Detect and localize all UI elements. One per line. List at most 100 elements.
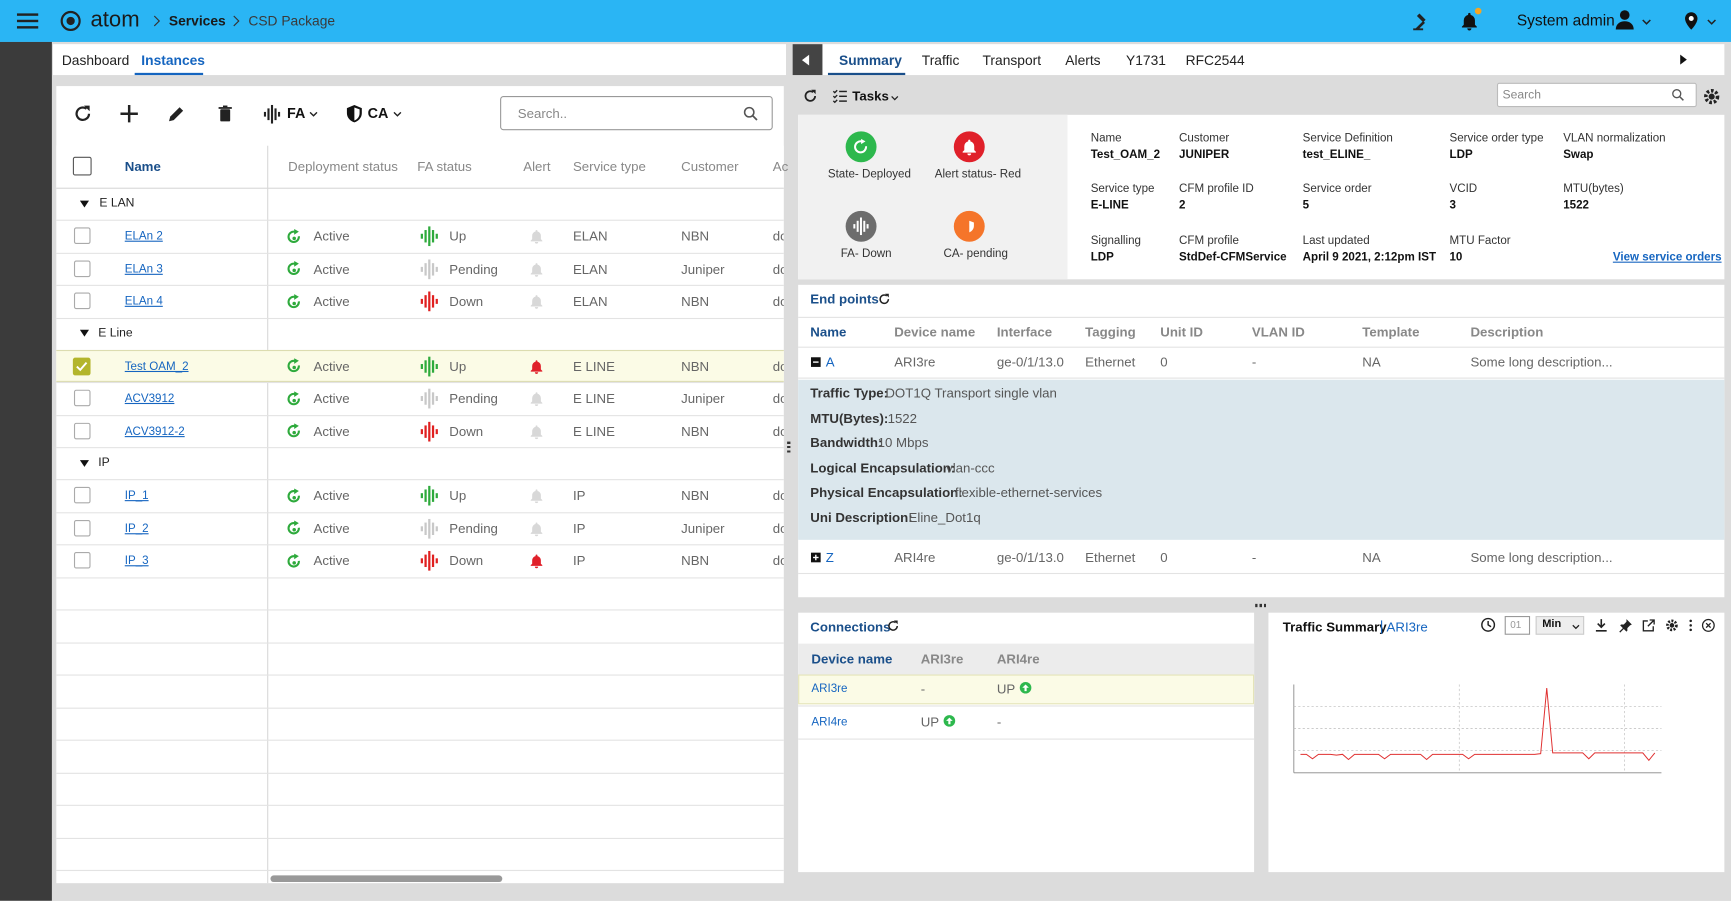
tab[interactable]: Instances [141,52,205,69]
column-header[interactable]: Service type [572,158,646,175]
settings[interactable] [1702,87,1721,106]
column-header[interactable]: Deployment status [288,158,398,175]
instance-name[interactable]: IP_3 [124,554,149,568]
chart-tool[interactable] [1665,618,1679,632]
instance-name[interactable]: ELAn 2 [124,229,163,243]
instance-name[interactable]: Test OAM_2 [124,359,189,373]
tab[interactable]: Transport [982,52,1042,69]
endpoints-refresh[interactable] [878,293,891,306]
row-checkbox[interactable] [73,227,91,244]
row-checkbox[interactable] [72,357,91,375]
row-checkbox[interactable] [73,551,91,569]
user-menu[interactable] [1640,15,1652,27]
row-checkbox[interactable] [73,486,91,504]
row-checkbox[interactable] [73,519,91,536]
expand-toggle[interactable] [810,357,821,368]
interval-box[interactable] [1504,616,1531,635]
chart-tool[interactable] [1594,618,1608,632]
connections-refresh[interactable] [886,619,899,632]
tab[interactable]: RFC2544 [1185,52,1245,69]
breadcrumb[interactable]: Services [168,13,226,29]
ca-filter-menu[interactable] [392,108,403,119]
icon-part [832,89,838,104]
breadcrumb[interactable]: CSD Package [248,13,336,29]
icon-part [16,13,39,16]
icon-part [420,428,423,434]
delete-button[interactable] [216,105,234,123]
instance-name[interactable]: IP_1 [124,489,149,503]
unit-select[interactable] [1535,616,1585,635]
summary-refresh[interactable] [803,88,818,103]
column-header[interactable]: Customer [681,158,739,175]
endpoint-cell[interactable]: Z [825,549,834,566]
status-area [798,114,1068,280]
notifications[interactable] [1459,11,1479,31]
user-name: System admin [1516,11,1615,29]
chart-tool[interactable] [1642,618,1656,632]
instance-name[interactable]: ACV3912 [124,391,175,406]
user-icon[interactable] [1615,9,1637,31]
search-box[interactable] [500,96,773,131]
detail-label: Service Definition [1302,131,1393,145]
tab[interactable]: Summary [839,52,902,69]
summary-search[interactable] [1496,82,1697,108]
tab[interactable]: Alerts [1065,52,1101,69]
tab[interactable]: Dashboard [61,52,130,69]
endpoint-cell: 0 [1160,354,1168,370]
icon-part [530,359,543,374]
icon-part [530,424,543,439]
select-all[interactable] [72,156,92,176]
row-checkbox[interactable] [73,422,91,439]
chart-tool[interactable] [1684,618,1698,632]
tasks-chevron[interactable] [890,92,900,102]
ca-filter-icon[interactable] [344,104,364,124]
instance-name[interactable]: ELAn 3 [124,262,163,276]
endpoint-cell[interactable]: A [825,354,835,370]
fa-filter-menu[interactable] [308,108,319,119]
tasks-menu[interactable]: Tasks [852,88,889,104]
instance-name[interactable]: ELAn 4 [124,294,163,309]
chart-tool[interactable] [1701,618,1715,632]
edit-button[interactable] [167,104,186,123]
time-range[interactable] [1480,617,1496,632]
expand-toggle[interactable] [810,552,821,563]
h-scrollbar[interactable] [270,875,503,883]
ca-filter[interactable]: CA [367,104,389,122]
row-checkbox[interactable] [73,389,91,407]
row-checkbox[interactable] [73,259,91,277]
chart-tool[interactable] [1618,618,1632,633]
icon-part [309,111,318,117]
connection-cell[interactable]: ARI4re [811,715,848,729]
tasks-icon[interactable] [832,88,847,104]
add-button[interactable] [119,104,139,124]
tab[interactable]: Traffic [921,52,960,69]
icon-part [287,295,300,308]
fa-filter[interactable]: FA [287,104,306,122]
menu-button[interactable] [15,9,39,33]
gavel-button[interactable] [1412,11,1432,31]
icon-part [153,15,161,27]
refresh-button[interactable] [73,104,93,124]
column-header[interactable]: FA status [417,158,472,175]
instance-name[interactable]: IP_2 [124,521,149,535]
row-line [798,572,1725,575]
column-header[interactable]: Alert [523,158,551,175]
location-menu[interactable] [1706,15,1718,27]
tab[interactable]: Y1731 [1126,52,1166,69]
group-toggle[interactable] [78,197,90,209]
row-checkbox[interactable] [73,292,91,310]
group-toggle[interactable] [78,327,90,339]
column-header[interactable]: Name [124,158,161,175]
splitter-handle[interactable] [787,441,791,455]
fa-filter-icon[interactable] [263,104,282,124]
row-line [56,252,784,254]
instance-name[interactable]: ACV3912-2 [124,424,185,438]
view-service-orders[interactable]: View service orders [1612,250,1722,264]
location[interactable] [1681,11,1701,31]
panel-splitter[interactable] [1255,603,1269,608]
back-arrow[interactable] [799,52,813,66]
column-header[interactable]: Ac [772,158,789,175]
forward-arrow[interactable] [1677,53,1690,66]
group-toggle[interactable] [78,456,90,468]
connection-cell[interactable]: ARI3re [811,682,848,696]
